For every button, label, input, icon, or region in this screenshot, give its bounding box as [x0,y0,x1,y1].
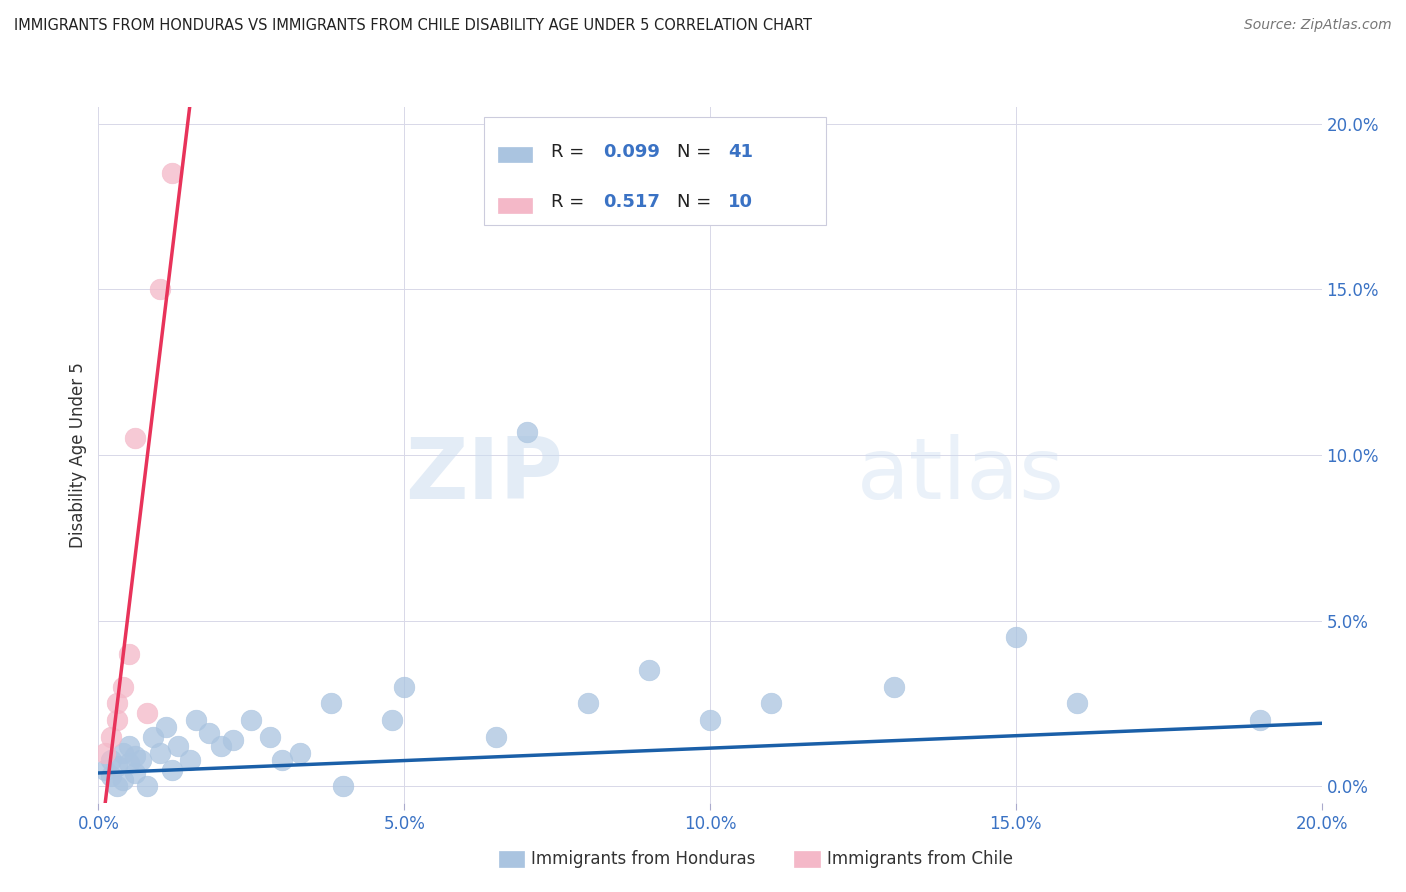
Text: Immigrants from Chile: Immigrants from Chile [827,850,1012,868]
Text: 41: 41 [728,143,754,161]
Point [136,779,159,793]
Text: IMMIGRANTS FROM HONDURAS VS IMMIGRANTS FROM CHILE DISABILITY AGE UNDER 5 CORRELA: IMMIGRANTS FROM HONDURAS VS IMMIGRANTS F… [14,18,813,33]
Text: N =: N = [678,194,717,211]
Point [1004,630,1026,644]
FancyBboxPatch shape [498,147,531,162]
Point [290,746,312,760]
Point [111,772,134,787]
Point [105,759,128,773]
Point [637,663,661,677]
Text: 10: 10 [728,194,754,211]
Point [240,713,263,727]
Point [100,730,122,744]
Point [392,680,416,694]
Point [129,753,152,767]
Text: 0.099: 0.099 [603,143,661,161]
Point [332,779,354,793]
Text: Source: ZipAtlas.com: Source: ZipAtlas.com [1244,18,1392,32]
FancyBboxPatch shape [498,198,531,213]
Point [124,431,146,445]
Point [1066,697,1088,711]
FancyBboxPatch shape [484,118,827,226]
Point [118,756,141,770]
Point [105,779,128,793]
Point [136,706,159,721]
Point [270,753,292,767]
Point [209,739,232,754]
Point [149,282,172,296]
Point [485,730,508,744]
Point [516,425,538,439]
Text: R =: R = [551,143,591,161]
Point [319,697,342,711]
Point [124,766,146,780]
Point [160,166,183,180]
Point [124,749,146,764]
Text: N =: N = [678,143,717,161]
Point [699,713,721,727]
Point [100,769,122,783]
Point [93,746,115,760]
Point [142,730,165,744]
Point [155,720,177,734]
Point [222,732,245,747]
Text: R =: R = [551,194,596,211]
Point [576,697,599,711]
Point [1249,713,1271,727]
Text: ZIP: ZIP [405,434,564,517]
Point [105,697,128,711]
Point [186,713,208,727]
Point [759,697,782,711]
Point [100,753,122,767]
Point [149,746,172,760]
Point [105,713,128,727]
Point [160,763,183,777]
Point [883,680,905,694]
Point [93,763,115,777]
Y-axis label: Disability Age Under 5: Disability Age Under 5 [69,362,87,548]
Point [197,726,219,740]
Point [111,746,134,760]
Point [118,739,141,754]
Text: atlas: atlas [856,434,1064,517]
Text: 0.517: 0.517 [603,194,661,211]
Point [118,647,141,661]
Point [381,713,404,727]
Point [179,753,201,767]
Point [111,680,134,694]
Point [167,739,190,754]
Point [259,730,281,744]
Text: Immigrants from Honduras: Immigrants from Honduras [531,850,756,868]
